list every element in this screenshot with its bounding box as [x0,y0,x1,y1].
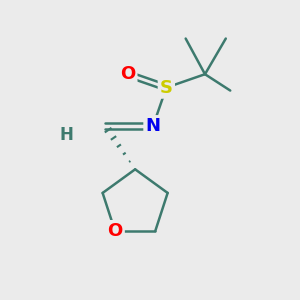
Text: H: H [60,126,74,144]
Text: S: S [160,79,173,97]
Text: N: N [146,117,160,135]
Text: O: O [120,65,135,83]
Text: O: O [107,222,123,240]
